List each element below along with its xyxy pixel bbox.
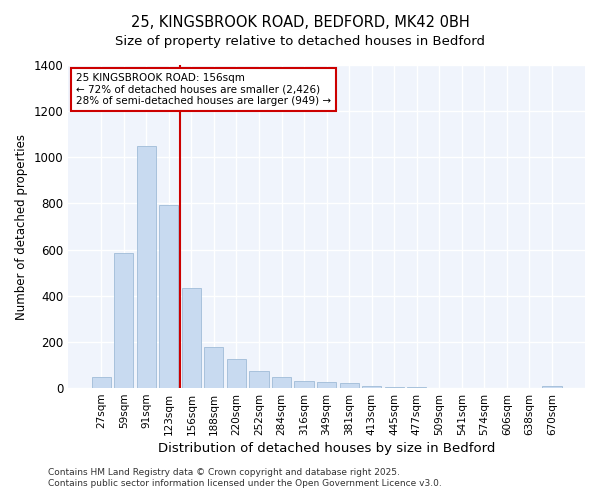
- Bar: [362, 386, 381, 388]
- X-axis label: Distribution of detached houses by size in Bedford: Distribution of detached houses by size …: [158, 442, 495, 455]
- Text: Contains HM Land Registry data © Crown copyright and database right 2025.
Contai: Contains HM Land Registry data © Crown c…: [48, 468, 442, 487]
- Bar: [227, 359, 246, 388]
- Bar: [295, 381, 314, 388]
- Bar: [182, 288, 201, 388]
- Y-axis label: Number of detached properties: Number of detached properties: [15, 134, 28, 320]
- Bar: [137, 146, 156, 388]
- Bar: [92, 376, 111, 388]
- Bar: [317, 382, 336, 388]
- Bar: [205, 346, 223, 388]
- Text: 25, KINGSBROOK ROAD, BEDFORD, MK42 0BH: 25, KINGSBROOK ROAD, BEDFORD, MK42 0BH: [131, 15, 469, 30]
- Bar: [385, 387, 404, 388]
- Bar: [340, 384, 359, 388]
- Bar: [250, 371, 269, 388]
- Bar: [159, 204, 178, 388]
- Bar: [272, 376, 291, 388]
- Text: Size of property relative to detached houses in Bedford: Size of property relative to detached ho…: [115, 35, 485, 48]
- Bar: [114, 253, 133, 388]
- Text: 25 KINGSBROOK ROAD: 156sqm
← 72% of detached houses are smaller (2,426)
28% of s: 25 KINGSBROOK ROAD: 156sqm ← 72% of deta…: [76, 73, 331, 106]
- Bar: [542, 386, 562, 388]
